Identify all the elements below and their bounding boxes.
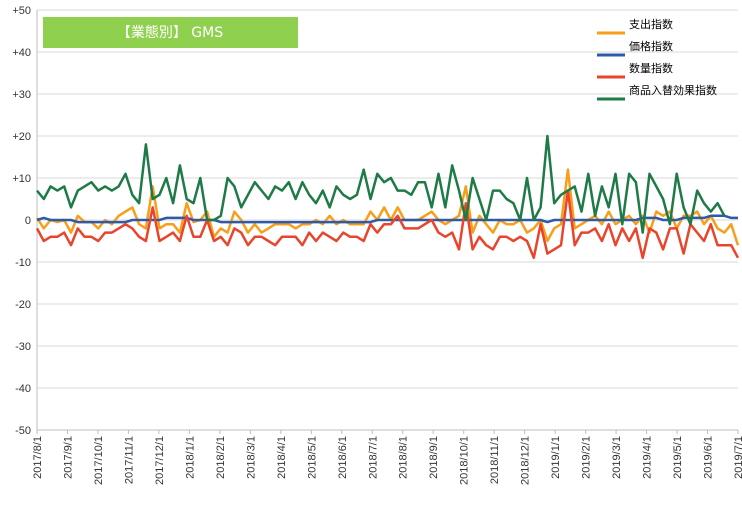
x-tick-label: 2017/9/1 xyxy=(62,436,74,479)
y-axis-ticks: +50 +40 +30 +20 +10 0 -10 -20 -30 -40 -50 xyxy=(12,5,31,437)
x-tick-label: 2018/12/1 xyxy=(520,436,532,485)
y-tick-label: +10 xyxy=(12,173,31,185)
series-line xyxy=(35,189,740,260)
legend-label: 数量指数 xyxy=(629,61,673,75)
y-tick-label: -20 xyxy=(15,299,31,311)
x-tick-label: 2019/4/1 xyxy=(642,436,654,479)
x-tick-label: 2019/7/1 xyxy=(733,436,742,479)
series-lines xyxy=(35,134,740,260)
x-tick-label: 2018/6/1 xyxy=(337,436,349,479)
y-tick-label: -30 xyxy=(15,341,31,353)
x-tick-label: 2019/5/1 xyxy=(672,436,684,479)
series-line xyxy=(36,214,738,224)
x-tick-label: 2018/8/1 xyxy=(398,436,410,479)
x-tick-label: 2018/5/1 xyxy=(306,436,318,479)
legend-label: 商品入替効果指数 xyxy=(629,83,717,97)
x-axis-ticks: 2017/8/1 2017/9/1 2017/10/1 2017/11/1 2017/1… xyxy=(32,430,742,485)
x-tick-label: 2019/6/1 xyxy=(703,436,715,479)
x-tick-label: 2018/11/1 xyxy=(489,436,501,484)
x-tick-label: 2017/8/1 xyxy=(32,436,44,479)
x-tick-label: 2018/9/1 xyxy=(428,436,440,479)
series-line xyxy=(36,134,726,234)
y-tick-label: +50 xyxy=(12,5,31,17)
x-tick-label: 2018/10/1 xyxy=(459,436,471,485)
y-tick-label: -40 xyxy=(15,383,31,395)
legend-label: 価格指数 xyxy=(629,39,673,53)
x-tick-label: 2018/2/1 xyxy=(215,436,227,479)
y-tick-label: +30 xyxy=(12,89,31,101)
x-tick-label: 2019/2/1 xyxy=(581,436,593,479)
y-tick-label: 0 xyxy=(25,215,31,227)
x-tick-label: 2017/10/1 xyxy=(93,436,105,485)
x-tick-label: 2018/7/1 xyxy=(367,436,379,479)
x-tick-label: 2018/3/1 xyxy=(245,436,257,479)
x-tick-label: 2018/4/1 xyxy=(276,436,288,479)
x-tick-label: 2019/3/1 xyxy=(611,436,623,479)
x-tick-label: 2017/11/1 xyxy=(123,436,135,484)
chart-title-box: 【業態別】 GMS xyxy=(43,17,298,48)
y-tick-label: +20 xyxy=(12,131,31,143)
title-background xyxy=(43,17,298,48)
y-tick-label: -10 xyxy=(15,257,31,269)
chart-title: 【業態別】 GMS xyxy=(117,25,223,41)
y-tick-label: +40 xyxy=(12,47,31,59)
legend-label: 支出指数 xyxy=(629,17,673,31)
x-tick-label: 2018/1/1 xyxy=(184,436,196,479)
x-tick-label: 2017/12/1 xyxy=(154,436,166,485)
x-tick-label: 2019/1/1 xyxy=(550,436,562,479)
y-tick-label: -50 xyxy=(15,425,31,437)
